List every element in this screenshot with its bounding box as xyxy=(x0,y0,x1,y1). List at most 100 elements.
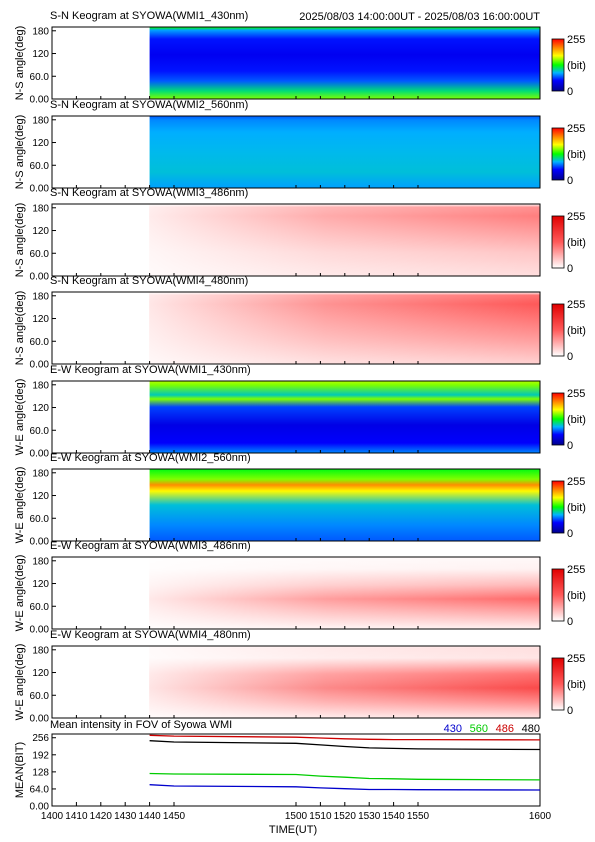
y-tick-label: 192 xyxy=(32,750,49,761)
y-tick-label: 60.0 xyxy=(30,337,50,348)
line-chart-title: Mean intensity in FOV of Syowa WMI xyxy=(50,719,232,731)
colorbar-min-label: 0 xyxy=(567,175,573,187)
y-tick-label: 120 xyxy=(32,49,49,60)
x-tick-label: 1600 xyxy=(529,811,552,822)
y-tick-label: 0.00 xyxy=(30,537,50,548)
keogram-image xyxy=(149,381,540,453)
y-tick-label: 0.00 xyxy=(30,802,50,813)
y-tick-label: 60.0 xyxy=(30,72,50,83)
line-chart-frame xyxy=(51,733,541,807)
y-tick-label: 60.0 xyxy=(30,426,50,437)
colorbar-max-label: 255 xyxy=(567,211,585,223)
colorbar-unit-label: (bit) xyxy=(567,60,586,72)
keogram-image xyxy=(149,116,540,188)
colorbar xyxy=(551,303,565,357)
y-tick-label: 128 xyxy=(32,767,49,778)
x-tick-label: 1410 xyxy=(65,811,88,822)
colorbar-min-label: 0 xyxy=(567,263,573,275)
colorbar-unit-label: (bit) xyxy=(567,237,586,249)
colorbar-min-label: 0 xyxy=(567,351,573,363)
keogram-ylabel: N-S angle(deg) xyxy=(14,203,26,278)
colorbar-unit-label: (bit) xyxy=(567,325,586,337)
colorbar-unit-label: (bit) xyxy=(567,679,586,691)
keogram-time-fade xyxy=(149,557,540,629)
series-line-560 xyxy=(149,772,541,781)
x-tick-label: 1540 xyxy=(382,811,405,822)
keogram-title: E-W Keogram at SYOWA(WMI4_480nm) xyxy=(50,629,251,641)
legend-entry-430: 430 xyxy=(444,723,462,735)
keogram-panel-2: S-N Keogram at SYOWA(WMI2_560nm)180 120 60… xyxy=(14,99,586,195)
y-tick-label: 120 xyxy=(32,579,49,590)
keogram-image xyxy=(149,469,540,541)
y-tick-label: 0.00 xyxy=(30,714,50,725)
y-tick-label: 60.0 xyxy=(30,602,50,613)
series-line-480 xyxy=(149,740,541,751)
keogram-ylabel: W-E angle(deg) xyxy=(14,467,26,544)
y-tick-label: 64.0 xyxy=(30,784,50,795)
keogram-title: S-N Keogram at SYOWA(WMI1_430nm) xyxy=(50,10,248,22)
colorbar-unit-label: (bit) xyxy=(567,414,586,426)
colorbar-max-label: 255 xyxy=(567,123,585,135)
y-tick-label: 120 xyxy=(32,314,49,325)
mean-intensity-chart: Mean intensity in FOV of Syowa WMI MEAN(… xyxy=(14,719,552,836)
legend-entry-486: 486 xyxy=(496,723,514,735)
y-tick-label: 180 xyxy=(32,26,49,37)
colorbar-max-label: 255 xyxy=(567,564,585,576)
colorbar-min-label: 0 xyxy=(567,528,573,540)
y-tick-label: 120 xyxy=(32,491,49,502)
x-tick-label: 1550 xyxy=(407,811,430,822)
keogram-panel-5: E-W Keogram at SYOWA(WMI1_430nm)180 120 60… xyxy=(14,364,586,460)
header-time-range: 2025/08/03 14:00:00UT - 2025/08/03 16:00… xyxy=(299,11,540,23)
colorbar-max-label: 255 xyxy=(567,476,585,488)
colorbar xyxy=(551,215,565,269)
keogram-title: E-W Keogram at SYOWA(WMI1_430nm) xyxy=(50,364,251,376)
colorbar-max-label: 255 xyxy=(567,653,585,665)
colorbar-max-label: 255 xyxy=(567,34,585,46)
keogram-ylabel: N-S angle(deg) xyxy=(14,115,26,190)
y-tick-label: 180 xyxy=(32,203,49,214)
keogram-panels: S-N Keogram at SYOWA(WMI1_430nm)18012060… xyxy=(14,10,586,725)
x-tick-label: 1430 xyxy=(114,811,137,822)
series-line-430 xyxy=(149,784,541,791)
x-tick-label: 1510 xyxy=(309,811,332,822)
keogram-ylabel: N-S angle(deg) xyxy=(14,26,26,101)
y-tick-label: 60.0 xyxy=(30,249,50,260)
colorbar xyxy=(551,568,565,622)
x-tick-label: 1500 xyxy=(285,811,308,822)
keogram-ylabel: N-S angle(deg) xyxy=(14,291,26,366)
legend-entry-480: 480 xyxy=(522,723,540,735)
keogram-panel-8: E-W Keogram at SYOWA(WMI4_480nm)180 120 60… xyxy=(14,629,586,725)
y-tick-label: 120 xyxy=(32,138,49,149)
line-chart-ylabel: MEAN(BIT) xyxy=(14,742,26,798)
colorbar-unit-label: (bit) xyxy=(567,502,586,514)
line-chart-xlabel: TIME(UT) xyxy=(269,824,317,836)
y-tick-label: 180 xyxy=(32,468,49,479)
colorbar-min-label: 0 xyxy=(567,705,573,717)
y-tick-label: 0.00 xyxy=(30,449,50,460)
keogram-ylabel: W-E angle(deg) xyxy=(14,379,26,456)
y-tick-label: 0.00 xyxy=(30,360,50,371)
keogram-panel-4: S-N Keogram at SYOWA(WMI4_480nm)180 120 60… xyxy=(14,275,586,371)
x-tick-label: 1440 xyxy=(138,811,161,822)
keogram-panel-1: S-N Keogram at SYOWA(WMI1_430nm)180 120 60… xyxy=(14,10,586,106)
keogram-time-fade xyxy=(149,292,540,364)
keogram-title: S-N Keogram at SYOWA(WMI4_480nm) xyxy=(50,275,248,287)
series-line-486 xyxy=(149,734,541,741)
colorbar xyxy=(551,38,565,92)
x-tick-label: 1420 xyxy=(90,811,113,822)
keogram-panel-7: E-W Keogram at SYOWA(WMI3_486nm)180 120 60… xyxy=(14,540,586,636)
y-tick-label: 120 xyxy=(32,226,49,237)
keogram-ylabel: W-E angle(deg) xyxy=(14,555,26,632)
colorbar-max-label: 255 xyxy=(567,299,585,311)
x-tick-label: 1520 xyxy=(334,811,357,822)
colorbar-max-label: 255 xyxy=(567,388,585,400)
keogram-title: S-N Keogram at SYOWA(WMI3_486nm) xyxy=(50,187,248,199)
y-tick-label: 256 xyxy=(32,733,49,744)
y-tick-label: 180 xyxy=(32,115,49,126)
y-tick-label: 180 xyxy=(32,645,49,656)
y-tick-label: 0.00 xyxy=(30,95,50,106)
y-tick-label: 0.00 xyxy=(30,272,50,283)
keogram-time-fade xyxy=(149,646,540,718)
y-tick-label: 0.00 xyxy=(30,625,50,636)
